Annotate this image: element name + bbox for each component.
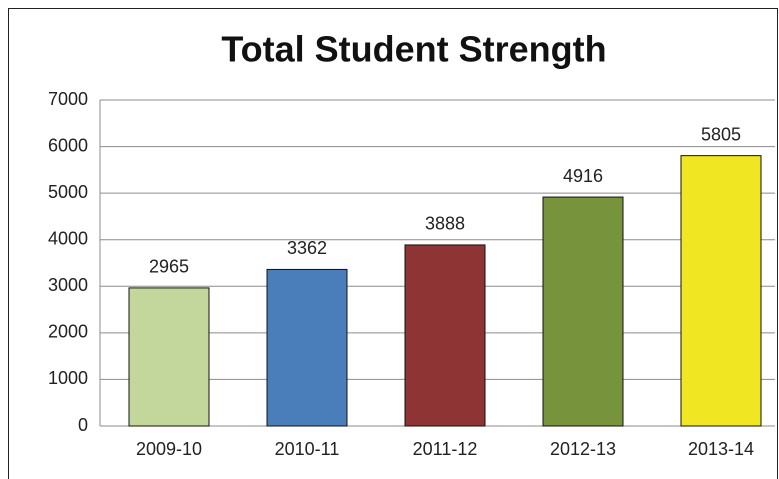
y-tick-label: 1000 <box>48 368 88 388</box>
y-tick-label: 0 <box>78 415 88 435</box>
value-label: 3362 <box>287 238 327 258</box>
y-tick-label: 7000 <box>48 89 88 109</box>
y-tick-label: 4000 <box>48 228 88 248</box>
y-tick-label: 6000 <box>48 135 88 155</box>
chart-frame <box>8 8 778 479</box>
bar <box>680 155 762 427</box>
x-tick-label: 2010-11 <box>275 439 340 459</box>
y-tick-label: 3000 <box>48 275 88 295</box>
y-tick-label: 2000 <box>48 322 88 342</box>
x-tick-label: 2012-13 <box>550 439 616 459</box>
bar <box>542 196 624 427</box>
chart-title: Total Student Strength <box>221 29 606 70</box>
bar <box>128 287 210 427</box>
value-label: 5805 <box>701 124 741 144</box>
value-label: 3888 <box>425 214 465 234</box>
y-tick-label: 5000 <box>48 182 88 202</box>
bar <box>404 244 486 427</box>
bar <box>266 268 348 427</box>
value-label: 4916 <box>563 166 603 186</box>
x-tick-label: 2013-14 <box>688 439 754 459</box>
x-tick-label: 2011-12 <box>413 439 478 459</box>
x-tick-label: 2009-10 <box>136 439 202 459</box>
value-label: 2965 <box>149 257 189 277</box>
